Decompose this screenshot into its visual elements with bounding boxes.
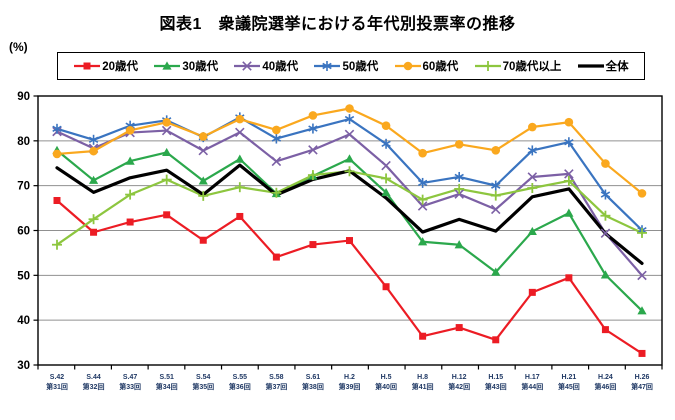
legend-marker-plus-icon bbox=[474, 61, 501, 71]
x-label-era: H.2 bbox=[344, 374, 355, 381]
x-label-election: 第35回 bbox=[192, 382, 214, 391]
x-label-era: H.15 bbox=[488, 374, 503, 381]
legend-item-6: 全体 bbox=[577, 58, 629, 74]
legend-item-4: 60歳代 bbox=[394, 58, 459, 74]
x-label-election: 第31回 bbox=[46, 382, 68, 391]
x-label-election: 第33回 bbox=[119, 382, 141, 391]
series-markers-2 bbox=[52, 125, 647, 281]
x-label-election: 第46回 bbox=[595, 382, 617, 391]
x-label-era: H.21 bbox=[561, 374, 576, 381]
x-label-election: 第37回 bbox=[265, 382, 287, 391]
legend-item-1: 30歳代 bbox=[153, 58, 218, 74]
legend-label: 50歳代 bbox=[342, 61, 379, 73]
legend-label: 全体 bbox=[605, 61, 629, 73]
x-label-era: S.58 bbox=[269, 374, 284, 381]
legend-item-2: 40歳代 bbox=[233, 58, 298, 74]
series-line-0 bbox=[55, 199, 644, 355]
legend-marker-line-icon bbox=[577, 64, 604, 68]
legend-marker-triangle-icon bbox=[154, 61, 181, 70]
series-line-6 bbox=[55, 163, 644, 266]
legend-item-5: 70歳代以上 bbox=[474, 58, 562, 74]
x-label-era: S.47 bbox=[123, 374, 138, 381]
x-label-era: H.5 bbox=[381, 374, 392, 381]
legend-marker-square-icon bbox=[74, 62, 101, 70]
series-markers-5 bbox=[52, 166, 647, 250]
y-tick-label: 80 bbox=[17, 136, 30, 148]
x-label-era: S.44 bbox=[86, 374, 101, 381]
legend-label: 30歳代 bbox=[182, 61, 219, 73]
y-tick-label: 40 bbox=[17, 315, 30, 327]
y-tick-label: 50 bbox=[17, 270, 30, 282]
x-label-election: 第38回 bbox=[302, 382, 324, 391]
x-label-election: 第47回 bbox=[631, 382, 653, 391]
legend-label: 40歳代 bbox=[262, 61, 299, 73]
x-label-election: 第36回 bbox=[229, 382, 251, 391]
x-label-election: 第42回 bbox=[448, 382, 470, 391]
series-markers-3 bbox=[52, 112, 647, 236]
y-tick-label: 30 bbox=[17, 360, 30, 372]
x-label-election: 第41回 bbox=[412, 382, 434, 391]
x-label-era: H.24 bbox=[598, 374, 613, 381]
series-markers-4 bbox=[52, 104, 647, 198]
x-label-era: S.51 bbox=[159, 374, 174, 381]
legend-label: 20歳代 bbox=[102, 61, 139, 73]
x-label-era: S.42 bbox=[50, 374, 65, 381]
chart-title: 図表1 衆議院選挙における年代別投票率の推移 bbox=[159, 16, 516, 33]
legend: 20歳代 30歳代 40歳代 50歳代 60歳代 70歳代以上 全体 bbox=[57, 52, 645, 80]
legend-marker-asterisk-icon bbox=[314, 61, 341, 71]
x-label-election: 第45回 bbox=[558, 382, 580, 391]
y-tick-label: 60 bbox=[17, 226, 30, 238]
y-tick-label: 70 bbox=[17, 181, 30, 193]
legend-item-3: 50歳代 bbox=[313, 58, 378, 74]
series-markers-0 bbox=[53, 197, 646, 357]
x-label-election: 第43回 bbox=[485, 382, 507, 391]
y-tick-label: 90 bbox=[17, 91, 30, 103]
legend-item-0: 20歳代 bbox=[73, 58, 138, 74]
x-label-election: 第39回 bbox=[339, 382, 361, 391]
series-line-2 bbox=[55, 129, 644, 277]
x-label-era: H.12 bbox=[452, 374, 467, 381]
legend-label: 60歳代 bbox=[422, 61, 459, 73]
x-label-election: 第44回 bbox=[521, 382, 543, 391]
legend-marker-circle-icon bbox=[394, 61, 421, 71]
y-axis-unit-label: (%) bbox=[9, 40, 28, 54]
x-label-era: H.26 bbox=[635, 374, 650, 381]
series-line-5 bbox=[55, 170, 644, 246]
x-label-era: H.8 bbox=[417, 374, 428, 381]
x-label-election: 第32回 bbox=[83, 382, 105, 391]
x-label-era: H.17 bbox=[525, 374, 540, 381]
x-label-election: 第40回 bbox=[375, 382, 397, 391]
legend-marker-x-icon bbox=[234, 61, 261, 71]
x-label-era: S.54 bbox=[196, 374, 211, 381]
x-label-era: S.55 bbox=[233, 374, 248, 381]
x-label-era: S.61 bbox=[306, 374, 321, 381]
x-label-election: 第34回 bbox=[156, 382, 178, 391]
legend-label: 70歳代以上 bbox=[502, 61, 562, 73]
